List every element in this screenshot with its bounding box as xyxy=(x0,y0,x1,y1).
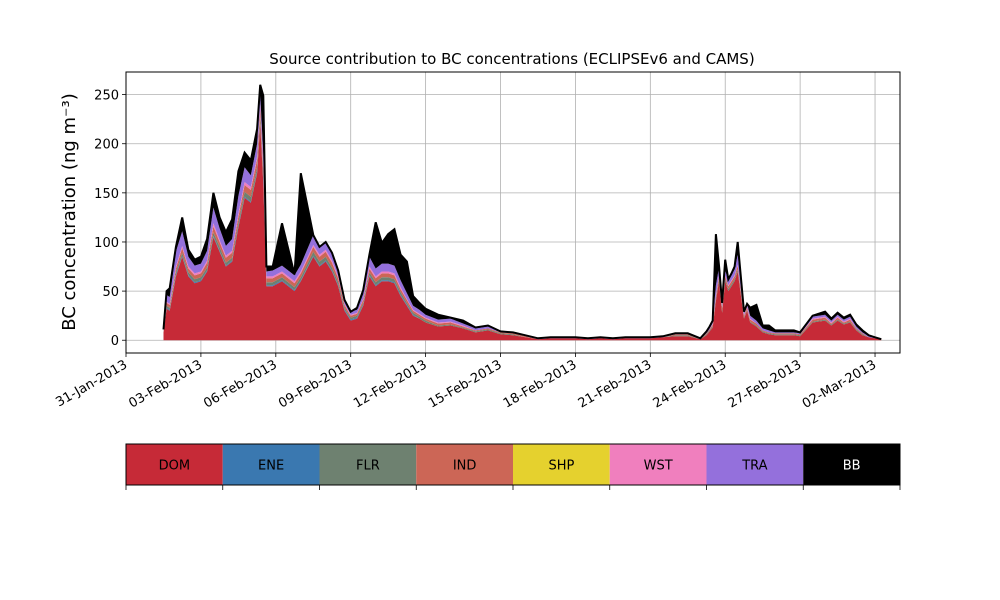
area-dom xyxy=(163,124,882,341)
x-tick-label: 27-Feb-2013 xyxy=(726,357,805,411)
legend-swatch-wst xyxy=(609,444,707,485)
x-tick-label: 03-Feb-2013 xyxy=(126,357,205,411)
y-tick-label: 150 xyxy=(94,187,119,202)
x-tick-label: 15-Feb-2013 xyxy=(426,357,505,411)
area-bb xyxy=(163,84,882,340)
x-axis-ticks: 31-Jan-201303-Feb-201306-Feb-201309-Feb-… xyxy=(53,353,879,412)
x-tick-label: 21-Feb-2013 xyxy=(576,357,655,411)
legend-swatch-dom xyxy=(126,444,223,485)
y-tick-label: 50 xyxy=(102,285,119,300)
x-tick-label: 24-Feb-2013 xyxy=(651,357,730,411)
x-tick-label: 02-Mar-2013 xyxy=(800,357,879,411)
legend-label-flr: FLR xyxy=(356,459,380,474)
legend-swatch-tra xyxy=(706,444,804,485)
y-axis-ticks: 0 50 100 150 200 250 xyxy=(94,89,126,349)
legend-swatch-bb xyxy=(803,444,900,485)
y-tick-label: 200 xyxy=(94,138,119,153)
x-tick-label: 18-Feb-2013 xyxy=(501,357,580,411)
legend-swatch-ene xyxy=(222,444,320,485)
plot-frame xyxy=(125,71,901,354)
x-tick-label: 06-Feb-2013 xyxy=(201,357,280,411)
x-tick-label: 09-Feb-2013 xyxy=(276,357,355,411)
y-tick-label: 100 xyxy=(94,236,119,251)
legend-label-wst: WST xyxy=(644,459,673,474)
area-series xyxy=(162,84,882,341)
y-tick-label: 250 xyxy=(94,89,119,104)
legend-colorbar: DOM ENE FLR IND SHP WST TRA BB xyxy=(125,443,901,490)
legend-swatch-ind xyxy=(416,444,513,485)
legend-swatch-flr xyxy=(319,444,417,485)
x-tick-label: 12-Feb-2013 xyxy=(351,357,430,411)
legend-label-ind: IND xyxy=(453,459,477,474)
y-axis-label: BC concentration (ng m⁻³) xyxy=(59,93,80,331)
legend-swatch-shp xyxy=(513,444,610,485)
legend-label-bb: BB xyxy=(843,459,861,474)
legend-label-shp: SHP xyxy=(548,459,574,474)
y-tick-label: 0 xyxy=(111,334,119,349)
legend-label-ene: ENE xyxy=(258,459,284,474)
legend-label-tra: TRA xyxy=(741,459,767,474)
chart-title: Source contribution to BC concentrations… xyxy=(269,50,754,68)
plot-border xyxy=(125,71,901,354)
legend-label-dom: DOM xyxy=(159,459,190,474)
total-line xyxy=(162,84,882,341)
x-tick-label: 31-Jan-2013 xyxy=(53,357,130,410)
